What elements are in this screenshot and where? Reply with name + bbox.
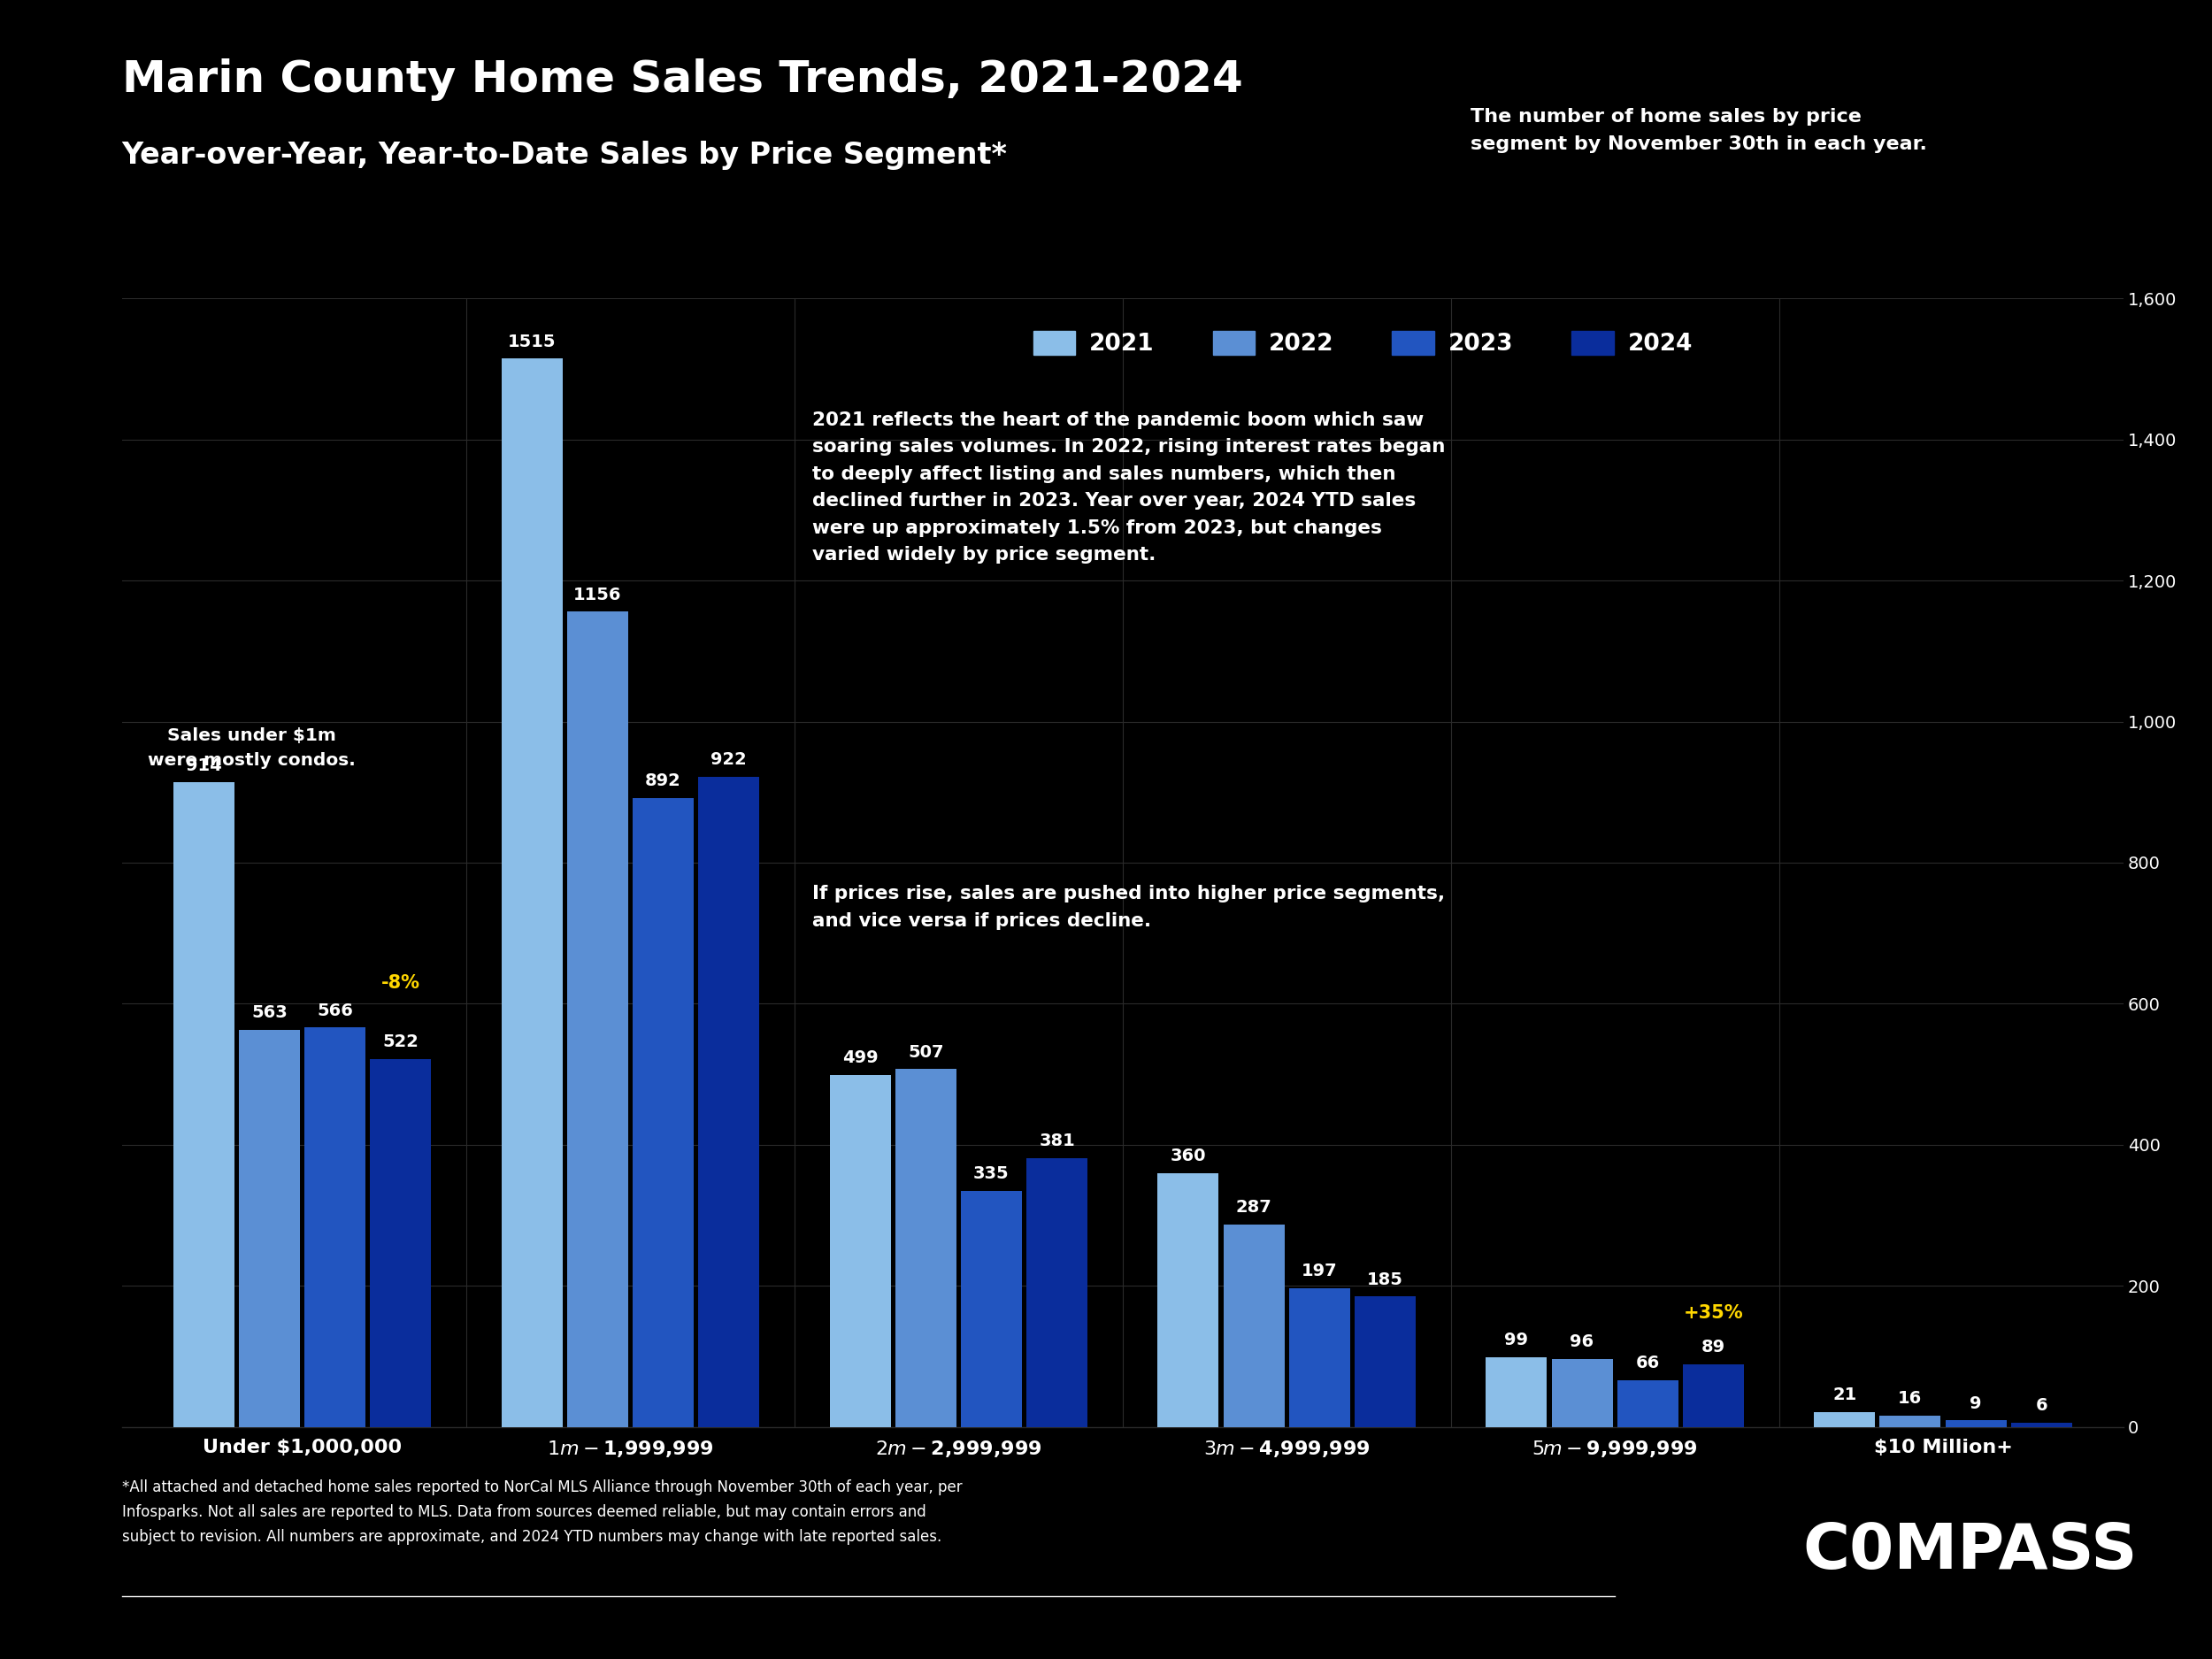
Text: 185: 185 <box>1367 1271 1402 1287</box>
Bar <box>1354 1296 1416 1427</box>
Text: Sales under $1m
were mostly condos.: Sales under $1m were mostly condos. <box>148 727 356 768</box>
Text: 335: 335 <box>973 1165 1009 1183</box>
Bar <box>173 783 234 1427</box>
Text: 563: 563 <box>252 1004 288 1022</box>
Text: 287: 287 <box>1237 1199 1272 1216</box>
Bar <box>896 1070 956 1427</box>
Bar <box>239 1030 301 1427</box>
Bar <box>1880 1415 1940 1427</box>
Text: 16: 16 <box>1898 1390 1922 1407</box>
Bar <box>1157 1173 1219 1427</box>
Text: 892: 892 <box>646 773 681 790</box>
Text: 9: 9 <box>1971 1395 1982 1412</box>
Bar <box>1944 1420 2006 1427</box>
Bar <box>369 1058 431 1427</box>
Legend: 2021, 2022, 2023, 2024: 2021, 2022, 2023, 2024 <box>1024 322 1701 365</box>
Text: If prices rise, sales are pushed into higher price segments,
and vice versa if p: If prices rise, sales are pushed into hi… <box>812 886 1444 929</box>
Text: 89: 89 <box>1701 1339 1725 1355</box>
Bar <box>1026 1158 1088 1427</box>
Text: 914: 914 <box>186 757 221 773</box>
Bar <box>830 1075 891 1427</box>
Bar <box>566 612 628 1427</box>
Text: Year-over-Year, Year-to-Date Sales by Price Segment*: Year-over-Year, Year-to-Date Sales by Pr… <box>122 141 1006 171</box>
Text: +35%: +35% <box>1683 1304 1743 1322</box>
Text: -8%: -8% <box>380 974 420 992</box>
Bar <box>502 358 562 1427</box>
Bar <box>1486 1357 1546 1427</box>
Text: 381: 381 <box>1040 1133 1075 1150</box>
Text: 96: 96 <box>1571 1334 1595 1350</box>
Text: 360: 360 <box>1170 1148 1206 1165</box>
Text: 197: 197 <box>1301 1262 1338 1279</box>
Text: 566: 566 <box>316 1002 354 1019</box>
Bar <box>1617 1380 1679 1427</box>
Text: C0MPASS: C0MPASS <box>1803 1521 2137 1581</box>
Bar <box>699 776 759 1427</box>
Text: *All attached and detached home sales reported to NorCal MLS Alliance through No: *All attached and detached home sales re… <box>122 1480 962 1545</box>
Text: 507: 507 <box>907 1044 945 1060</box>
Bar <box>633 798 695 1427</box>
Bar <box>960 1191 1022 1427</box>
Text: Marin County Home Sales Trends, 2021-2024: Marin County Home Sales Trends, 2021-202… <box>122 58 1243 101</box>
Text: 1515: 1515 <box>509 333 555 350</box>
Bar <box>1290 1287 1349 1427</box>
Text: 6: 6 <box>2035 1397 2048 1413</box>
Bar <box>2011 1422 2073 1427</box>
Bar <box>1814 1412 1876 1427</box>
Bar <box>305 1027 365 1427</box>
Bar <box>1551 1359 1613 1427</box>
Text: 21: 21 <box>1832 1387 1856 1404</box>
Text: 2021 reflects the heart of the pandemic boom which saw
soaring sales volumes. In: 2021 reflects the heart of the pandemic … <box>812 411 1444 564</box>
Text: 922: 922 <box>710 752 748 768</box>
Text: 1156: 1156 <box>573 586 622 604</box>
Text: 99: 99 <box>1504 1332 1528 1349</box>
Text: The number of home sales by price
segment by November 30th in each year.: The number of home sales by price segmen… <box>1471 108 1927 153</box>
Bar <box>1223 1224 1285 1427</box>
Text: 499: 499 <box>843 1050 878 1067</box>
Text: 522: 522 <box>383 1034 418 1050</box>
Bar <box>1683 1364 1743 1427</box>
Text: 66: 66 <box>1635 1355 1659 1372</box>
